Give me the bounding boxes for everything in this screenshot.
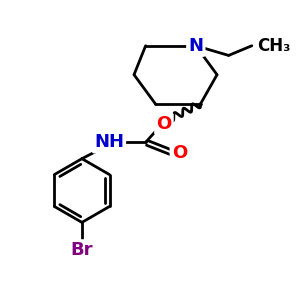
Text: O: O bbox=[172, 144, 187, 162]
Text: NH: NH bbox=[94, 133, 124, 151]
Text: O: O bbox=[156, 115, 172, 133]
Text: N: N bbox=[188, 37, 203, 55]
Text: Br: Br bbox=[71, 242, 93, 260]
Text: CH₃: CH₃ bbox=[258, 37, 291, 55]
